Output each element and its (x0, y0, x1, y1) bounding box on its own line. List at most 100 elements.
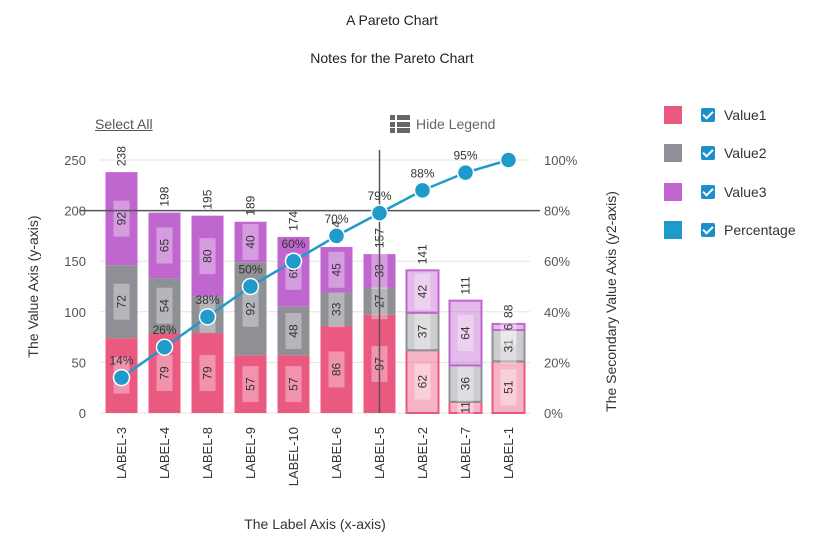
bar-segment-value1 (234, 355, 267, 413)
x-axis-title: The Label Axis (x-axis) (244, 516, 386, 532)
percentage-label: 70% (324, 212, 348, 226)
legend-label: Value3 (724, 183, 767, 200)
bar-segment-value3 (191, 215, 224, 297)
bar-segment-value3 (234, 221, 267, 263)
percentage-line (120, 158, 509, 379)
bar-total-label: 189 (244, 195, 258, 215)
chart-title: A Pareto Chart (346, 12, 438, 28)
bar-value-label: 57 (244, 377, 258, 391)
x-tick-label: LABEL-6 (329, 427, 344, 479)
bar-segment-value2 (448, 364, 483, 403)
bar-value-label-bg (242, 290, 259, 327)
y-axis-title: The Value Axis (y-axis) (25, 215, 41, 357)
percentage-point (456, 163, 475, 182)
bar-value-label-bg (414, 363, 431, 400)
bar-value-label-bg (414, 313, 431, 350)
y-tick-label: 250 (64, 153, 86, 168)
bar-value-label-bg (500, 308, 517, 345)
bar-value-label: 79 (201, 366, 215, 380)
bar-segment-value2 (320, 292, 353, 326)
checkbox-icon[interactable] (701, 146, 715, 160)
legend-item-value1[interactable]: Value1 (664, 105, 796, 124)
percentage-point (370, 204, 389, 222)
x-tick-label: LABEL-9 (243, 427, 258, 479)
bar-segment-value3 (448, 299, 483, 367)
chart-subtitle: Notes for the Pareto Chart (310, 50, 474, 66)
percentage-point (284, 252, 303, 270)
percentage-label: 88% (410, 166, 434, 180)
bar-value-label-bg (328, 251, 345, 288)
bar-value-label-bg (199, 355, 216, 392)
bar-value-label-bg (500, 327, 517, 364)
percentage-point (198, 308, 217, 326)
legend-label: Percentage (724, 222, 796, 238)
bar-value-label: 65 (158, 239, 172, 253)
x-tick-label: LABEL-8 (200, 427, 215, 479)
bar-value-label: 31 (502, 339, 516, 353)
percentage-label: 26% (152, 323, 176, 337)
bar-segment-value2 (105, 265, 138, 339)
legend-item-value2[interactable]: Value2 (664, 144, 796, 163)
bar-value-label: 92 (115, 212, 129, 226)
bar-value-label: 86 (330, 362, 344, 376)
x-tick-label: LABEL-7 (458, 427, 473, 479)
percentage-label: 38% (195, 293, 219, 307)
bar-value-label: 33 (330, 302, 344, 316)
bar-value-label: 54 (158, 299, 172, 313)
legend-label: Value1 (724, 106, 767, 123)
bar-segment-value3 (105, 172, 138, 266)
select-all-link[interactable]: Select All (95, 116, 153, 132)
bar-segment-value1 (277, 355, 310, 413)
checkbox-icon[interactable] (701, 107, 715, 122)
bar-value-label: 57 (287, 377, 301, 391)
bar-total-label: 141 (416, 244, 430, 264)
hide-legend-label: Hide Legend (416, 116, 496, 132)
percentage-point (499, 151, 518, 169)
legend-label: Value2 (724, 145, 767, 161)
bar-value-label: 62 (416, 375, 430, 389)
bar-value-label-bg (242, 366, 259, 403)
x-tick-label: LABEL-1 (501, 427, 516, 479)
percentage-point (112, 368, 131, 387)
bar-segment-value2 (234, 262, 267, 356)
bar-segment-value1 (191, 333, 224, 413)
bar-value-label-bg (113, 283, 130, 320)
bar-value-label-bg (328, 291, 345, 328)
x-tick-label: LABEL-2 (415, 427, 430, 479)
y-tick-label: 150 (64, 254, 86, 269)
legend-swatch (664, 221, 682, 239)
percentage-label: 50% (238, 263, 262, 277)
bar-segment-value2 (148, 278, 181, 334)
bar-value-label-bg (242, 223, 259, 260)
bar-segment-value3 (277, 236, 310, 307)
legend-item-value3[interactable]: Value3 (664, 182, 796, 201)
bar-value-label: 80 (201, 249, 215, 263)
bar-value-label-bg (457, 315, 474, 352)
hide-legend-button[interactable]: Hide Legend (390, 115, 495, 133)
y-tick-label: 200 (64, 204, 86, 219)
y-tick-label: 50 (72, 355, 86, 370)
bar-value-label: 37 (416, 325, 430, 339)
bar-total-label: 198 (158, 186, 172, 206)
y2-axis-title: The Secondary Value Axis (y2-axis) (603, 191, 619, 412)
y-tick-label: 100 (64, 305, 86, 320)
legend-item-percentage[interactable]: Percentage (664, 221, 796, 240)
y2-tick-label: 40% (544, 305, 570, 320)
bar-value-label: 72 (115, 295, 129, 309)
bar-value-label: 42 (416, 285, 430, 299)
percentage-label: 14% (109, 354, 133, 368)
bar-value-label-bg (156, 287, 173, 324)
bar-value-label-bg (457, 389, 474, 426)
bar-value-label: 64 (459, 326, 473, 340)
bar-segment-value3 (320, 247, 353, 293)
y2-tick-label: 100% (544, 153, 578, 168)
bar-value-label: 11 (459, 401, 473, 414)
checkbox-icon[interactable] (701, 184, 715, 199)
bar-segment-value1 (320, 325, 353, 413)
bar-value-label-bg (500, 369, 517, 406)
bar-value-label-bg (285, 366, 302, 403)
bar-value-label: 6 (502, 323, 516, 330)
x-tick-label: LABEL-10 (286, 427, 301, 486)
checkbox-icon[interactable] (701, 223, 715, 237)
bar-total-label: 195 (201, 189, 215, 209)
